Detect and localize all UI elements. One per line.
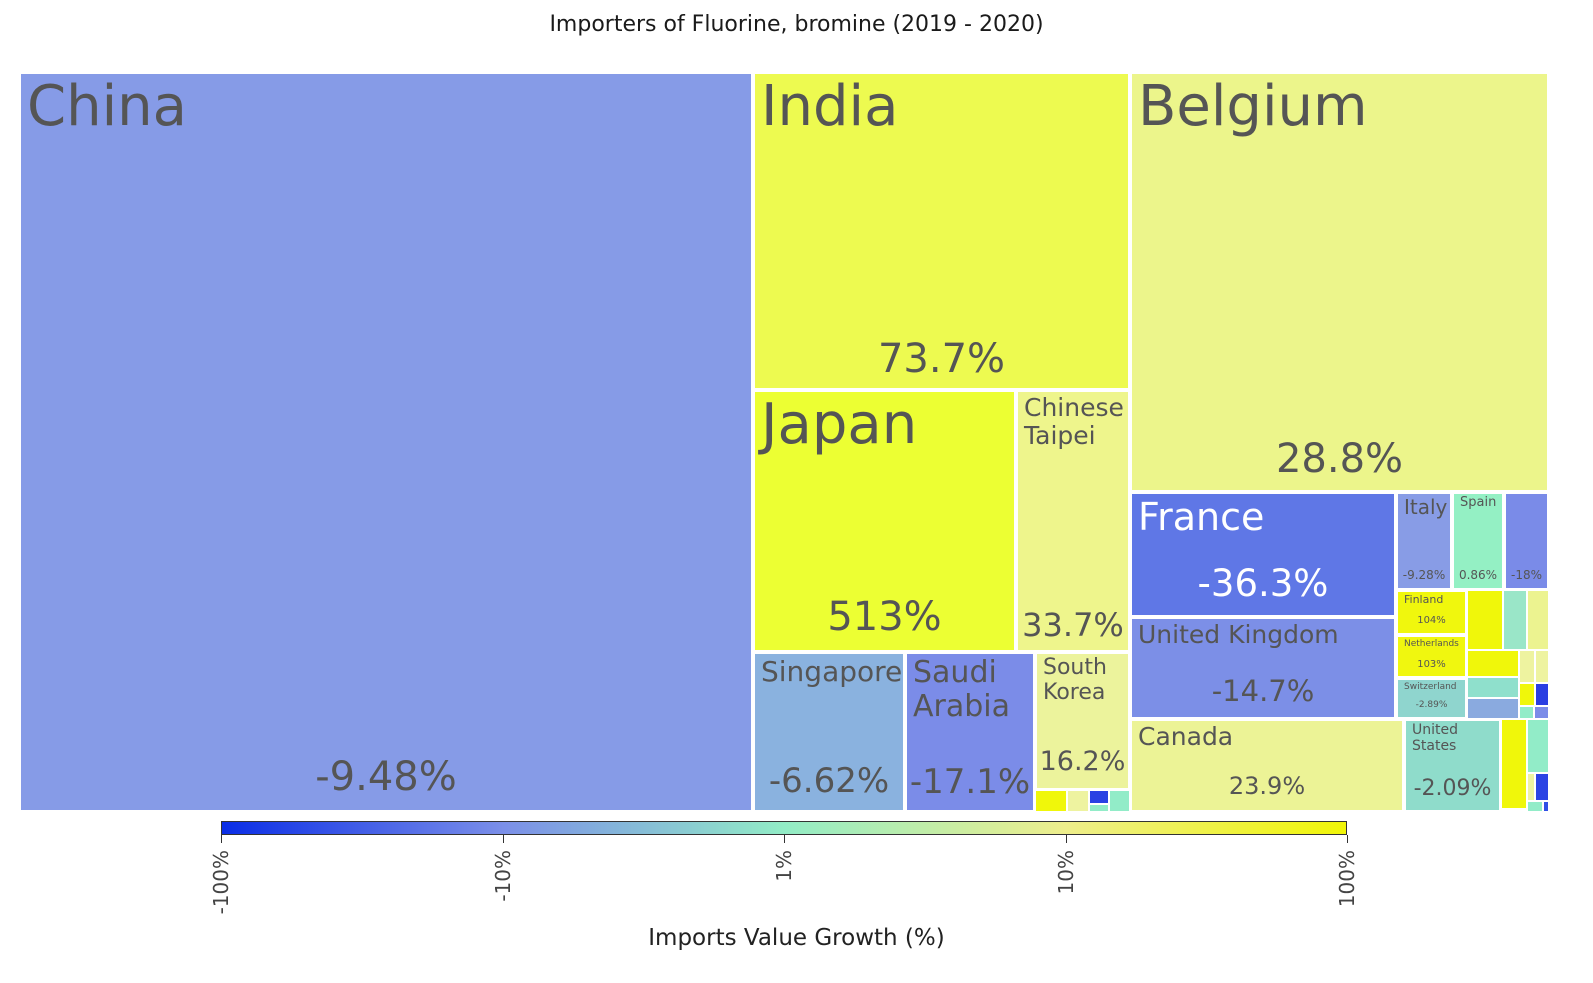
tile-small[interactable]: [1535, 683, 1549, 706]
tile-united-states[interactable]: United States -2.09%: [1404, 719, 1501, 812]
tile-unlabeled[interactable]: -18%: [1504, 492, 1549, 590]
tile-italy[interactable]: Italy -9.28%: [1396, 492, 1452, 590]
tile-japan[interactable]: Japan 513%: [753, 390, 1016, 652]
tile-small[interactable]: [1467, 590, 1503, 650]
tile-label: Finland: [1404, 593, 1444, 606]
tile-value: 73.7%: [877, 336, 1006, 382]
colorbar-tick: [784, 835, 785, 843]
tile-small[interactable]: [1527, 719, 1549, 773]
tile-label: United Kingdom: [1138, 620, 1339, 649]
colorbar-tick-label: -10%: [490, 850, 515, 902]
tile-value: -6.62%: [768, 761, 890, 801]
tile-france[interactable]: France -36.3%: [1130, 492, 1396, 617]
tile-label: Netherlands: [1404, 639, 1459, 649]
tile-small[interactable]: [1089, 804, 1109, 812]
tile-label: China: [27, 74, 187, 139]
tile-small[interactable]: [1035, 790, 1067, 812]
tile-netherlands[interactable]: Netherlands 103%: [1396, 635, 1467, 678]
chart-title: Importers of Fluorine, bromine (2019 - 2…: [549, 12, 1044, 37]
tile-label: Japan: [761, 392, 918, 457]
tile-small[interactable]: [1535, 773, 1549, 801]
tile-value: 28.8%: [1275, 436, 1404, 482]
tile-small[interactable]: [1109, 790, 1130, 812]
tile-value: 0.86%: [1458, 568, 1498, 582]
tile-india[interactable]: India 73.7%: [753, 72, 1130, 390]
tile-label: Spain: [1460, 495, 1497, 510]
tile-label: United States: [1412, 722, 1458, 754]
tile-value: 16.2%: [1039, 746, 1126, 777]
tile-saudi-arabia[interactable]: Saudi Arabia -17.1%: [905, 652, 1035, 812]
colorbar-tick: [1347, 835, 1348, 843]
tile-value: 513%: [827, 594, 942, 640]
tile-small[interactable]: [1527, 773, 1535, 801]
tile-small[interactable]: [1467, 698, 1519, 719]
tile-belgium[interactable]: Belgium 28.8%: [1130, 72, 1549, 492]
tile-label: Chinese Taipei: [1024, 393, 1124, 450]
tile-label: South Korea: [1043, 655, 1107, 705]
tile-chinese-taipei[interactable]: Chinese Taipei 33.7%: [1016, 390, 1130, 652]
tile-value: -2.89%: [1415, 700, 1448, 710]
tile-small[interactable]: [1519, 706, 1534, 719]
tile-value: -18%: [1510, 568, 1542, 582]
tile-value: -9.28%: [1402, 568, 1446, 582]
tile-small[interactable]: [1067, 790, 1089, 812]
tile-small[interactable]: [1503, 590, 1527, 650]
tile-value: -14.7%: [1211, 674, 1315, 708]
tile-small[interactable]: [1534, 706, 1549, 719]
tile-label: Canada: [1138, 722, 1234, 751]
tile-small[interactable]: [1467, 677, 1519, 698]
tile-value: 33.7%: [1022, 606, 1124, 644]
colorbar-title: Imports Value Growth (%): [648, 925, 945, 951]
tile-label: Switzerland: [1404, 682, 1457, 692]
tile-small[interactable]: [1519, 650, 1535, 683]
tile-small[interactable]: [1501, 719, 1527, 809]
tile-singapore[interactable]: Singapore -6.62%: [753, 652, 905, 812]
tile-spain[interactable]: Spain 0.86%: [1452, 492, 1504, 590]
tile-value: -9.48%: [315, 754, 457, 800]
colorbar: [221, 821, 1347, 835]
tile-label: Saudi Arabia: [913, 655, 1011, 724]
tile-small[interactable]: [1519, 683, 1535, 706]
colorbar-tick-label: 10%: [1053, 850, 1078, 895]
tile-label: India: [761, 74, 899, 139]
tile-south-korea[interactable]: South Korea 16.2%: [1035, 652, 1130, 790]
tile-small[interactable]: [1467, 650, 1519, 677]
tile-small[interactable]: [1535, 650, 1549, 683]
tile-small[interactable]: [1543, 801, 1549, 812]
tile-small[interactable]: [1527, 801, 1543, 812]
colorbar-tick: [1065, 835, 1067, 843]
tile-canada[interactable]: Canada 23.9%: [1130, 719, 1404, 812]
tile-label: France: [1138, 495, 1265, 539]
tile-value: 103%: [1417, 659, 1446, 670]
tile-label: Italy: [1404, 495, 1448, 519]
tile-label: Singapore: [761, 655, 903, 688]
colorbar-tick-label: 1%: [772, 850, 796, 882]
colorbar-tick: [221, 835, 222, 843]
tile-united-kingdom[interactable]: United Kingdom -14.7%: [1130, 617, 1396, 719]
tile-value: 23.9%: [1228, 772, 1306, 800]
tile-value: -2.09%: [1413, 776, 1492, 801]
tile-small[interactable]: [1089, 790, 1109, 804]
tile-label: Belgium: [1138, 74, 1368, 139]
colorbar-tick-label: 100%: [1335, 850, 1359, 908]
tile-value: -36.3%: [1197, 562, 1329, 605]
tile-value: 104%: [1417, 615, 1446, 626]
tile-value: -17.1%: [909, 762, 1031, 802]
tile-finland[interactable]: Finland 104%: [1396, 590, 1467, 635]
tile-china[interactable]: China -9.48%: [19, 72, 753, 812]
tile-small[interactable]: [1527, 590, 1549, 650]
colorbar-tick-label: -100%: [209, 850, 233, 915]
tile-switzerland[interactable]: Switzerland -2.89%: [1396, 678, 1467, 719]
colorbar-tick: [502, 835, 504, 843]
